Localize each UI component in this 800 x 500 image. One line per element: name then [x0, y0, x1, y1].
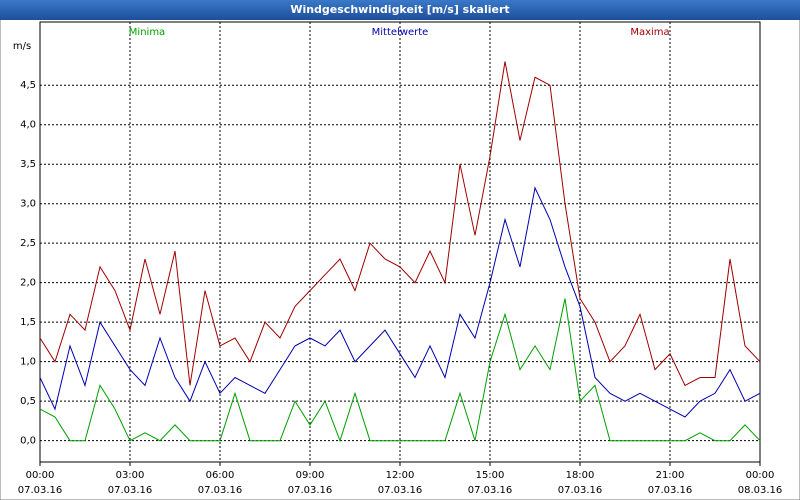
x-tick-label: 00:00	[746, 470, 775, 481]
y-axis-label: m/s	[13, 41, 31, 52]
x-tick-date: 07.03.16	[198, 485, 243, 496]
chart-title: Windgeschwindigkeit [m/s] skaliert	[290, 3, 509, 16]
x-tick-label: 09:00	[296, 470, 325, 481]
legend-label: Mittelwerte	[372, 27, 429, 38]
y-tick-label: 3,0	[20, 199, 36, 210]
y-tick-label: 2,0	[20, 278, 36, 289]
y-tick-label: 1,5	[20, 317, 36, 328]
y-tick-label: 2,5	[20, 238, 36, 249]
series-line	[39, 61, 761, 387]
x-tick-date: 08.03.16	[738, 485, 783, 496]
x-tick-label: 06:00	[206, 470, 235, 481]
x-tick-date: 07.03.16	[288, 485, 333, 496]
x-tick-date: 07.03.16	[468, 485, 513, 496]
x-tick-date: 07.03.16	[558, 485, 603, 496]
y-tick-label: 0,0	[20, 436, 36, 447]
y-tick-label: 0,5	[20, 396, 36, 407]
x-tick-label: 12:00	[386, 470, 415, 481]
x-tick-date: 07.03.16	[648, 485, 693, 496]
title-bar	[0, 0, 800, 20]
y-tick-label: 1,0	[20, 357, 36, 368]
x-tick-label: 18:00	[566, 470, 595, 481]
x-tick-label: 21:00	[656, 470, 685, 481]
x-tick-label: 00:00	[26, 470, 55, 481]
y-tick-label: 4,0	[20, 120, 36, 131]
x-tick-date: 07.03.16	[18, 485, 63, 496]
y-tick-label: 4,5	[20, 80, 36, 91]
legend-label: Maxima	[630, 27, 669, 38]
x-tick-date: 07.03.16	[378, 485, 423, 496]
series-line	[39, 298, 761, 443]
legend-label: Minima	[129, 27, 165, 38]
series-line	[39, 186, 761, 418]
x-tick-label: 03:00	[116, 470, 145, 481]
x-tick-label: 15:00	[476, 470, 505, 481]
x-tick-date: 07.03.16	[108, 485, 153, 496]
y-tick-label: 3,5	[20, 159, 36, 170]
